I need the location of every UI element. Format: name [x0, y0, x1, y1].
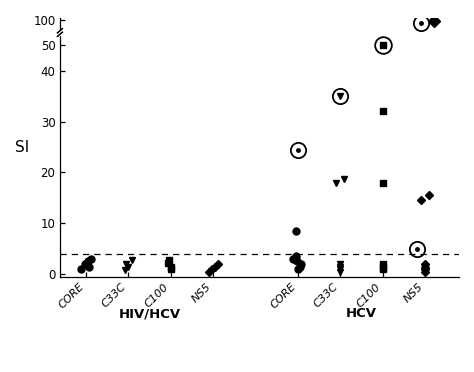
Text: HIV/HCV: HIV/HCV — [118, 307, 181, 320]
Y-axis label: SI: SI — [15, 140, 29, 155]
Text: HCV: HCV — [346, 307, 377, 320]
Bar — [56, 31, 64, 35]
